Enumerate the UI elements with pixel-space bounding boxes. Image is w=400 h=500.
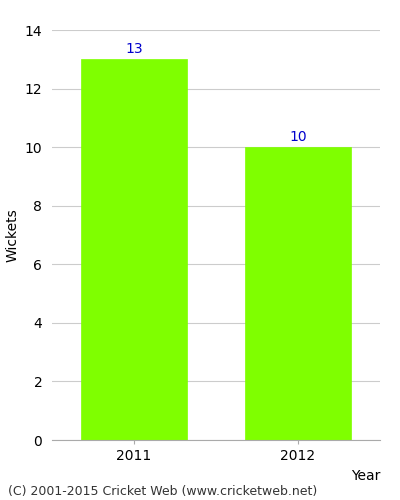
- Bar: [245, 147, 351, 440]
- Text: Year: Year: [351, 468, 380, 482]
- Text: 10: 10: [289, 130, 307, 144]
- Y-axis label: Wickets: Wickets: [5, 208, 19, 262]
- Text: 13: 13: [125, 42, 143, 56]
- Bar: [81, 60, 187, 440]
- Text: (C) 2001-2015 Cricket Web (www.cricketweb.net): (C) 2001-2015 Cricket Web (www.cricketwe…: [8, 484, 317, 498]
